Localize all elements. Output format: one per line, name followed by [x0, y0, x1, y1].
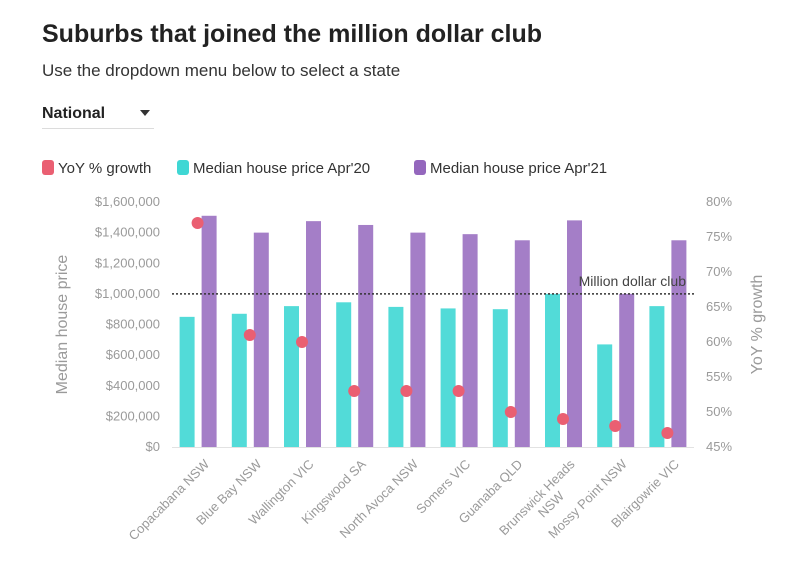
y2-tick-label: 70%	[706, 264, 732, 279]
y2-tick-label: 80%	[706, 194, 732, 209]
y2-tick-label: 75%	[706, 229, 732, 244]
y-tick-label: $1,200,000	[95, 255, 160, 270]
y2-tick-label: 65%	[706, 299, 732, 314]
y2-tick-label: 60%	[706, 334, 732, 349]
chart-subtitle: Use the dropdown menu below to select a …	[42, 61, 401, 80]
legend-label: YoY % growth	[58, 160, 151, 177]
bar-apr21[interactable]	[201, 215, 217, 447]
yoy-point[interactable]	[452, 385, 465, 397]
yoy-point[interactable]	[504, 406, 517, 418]
y-tick-label: $200,000	[106, 408, 160, 423]
bar-apr21[interactable]	[306, 221, 321, 447]
category-label: Copacabana NSW	[125, 456, 212, 543]
yoy-point[interactable]	[661, 427, 674, 439]
state-dropdown-value: National	[42, 105, 106, 122]
legend-swatch	[42, 160, 54, 175]
y-tick-label: $800,000	[106, 317, 160, 332]
legend-label: Median house price Apr'21	[430, 160, 607, 177]
y-axis-title: Median house price	[54, 255, 71, 395]
bar-apr20[interactable]	[597, 344, 613, 447]
y-tick-label: $1,000,000	[95, 286, 160, 301]
bar-apr20[interactable]	[388, 306, 404, 447]
chevron-down-icon	[140, 110, 150, 116]
bar-apr21[interactable]	[253, 232, 269, 447]
bar-apr21[interactable]	[358, 224, 374, 447]
legend-swatch	[414, 160, 426, 175]
y2-tick-label: 50%	[706, 404, 732, 419]
bar-apr21[interactable]	[619, 293, 635, 447]
bar-apr20[interactable]	[649, 306, 665, 447]
y-tick-label: $1,600,000	[95, 194, 160, 209]
state-dropdown[interactable]: National	[42, 102, 154, 129]
y-tick-label: $600,000	[106, 347, 160, 362]
legend-swatch	[177, 160, 189, 175]
bar-apr21[interactable]	[410, 232, 426, 447]
bar-apr20[interactable]	[231, 313, 247, 447]
yoy-point[interactable]	[296, 336, 308, 348]
y-tick-label: $400,000	[106, 378, 160, 393]
y2-tick-label: 55%	[706, 369, 732, 384]
bar-apr21[interactable]	[671, 240, 687, 447]
yoy-point[interactable]	[400, 385, 413, 397]
bar-apr20[interactable]	[492, 309, 508, 447]
bar-apr20[interactable]	[284, 306, 299, 447]
yoy-point[interactable]	[609, 420, 622, 432]
y2-axis-title: YoY % growth	[749, 275, 766, 375]
y2-tick-label: 45%	[706, 439, 732, 454]
bar-apr21[interactable]	[514, 240, 530, 447]
bar-apr20[interactable]	[179, 316, 195, 447]
y-tick-label: $0	[146, 439, 160, 454]
yoy-point[interactable]	[557, 413, 569, 425]
yoy-point[interactable]	[243, 329, 256, 341]
yoy-point[interactable]	[348, 385, 361, 397]
chart-title: Suburbs that joined the million dollar c…	[42, 20, 543, 48]
y-tick-label: $1,400,000	[95, 225, 160, 240]
bar-apr21[interactable]	[567, 220, 582, 447]
bar-apr21[interactable]	[462, 234, 478, 447]
reference-line-label: Million dollar club	[579, 273, 687, 289]
yoy-point[interactable]	[191, 217, 204, 229]
bar-apr20[interactable]	[336, 302, 352, 447]
legend-label: Median house price Apr'20	[193, 160, 370, 177]
bar-apr20[interactable]	[545, 293, 560, 447]
bar-apr20[interactable]	[440, 308, 456, 447]
